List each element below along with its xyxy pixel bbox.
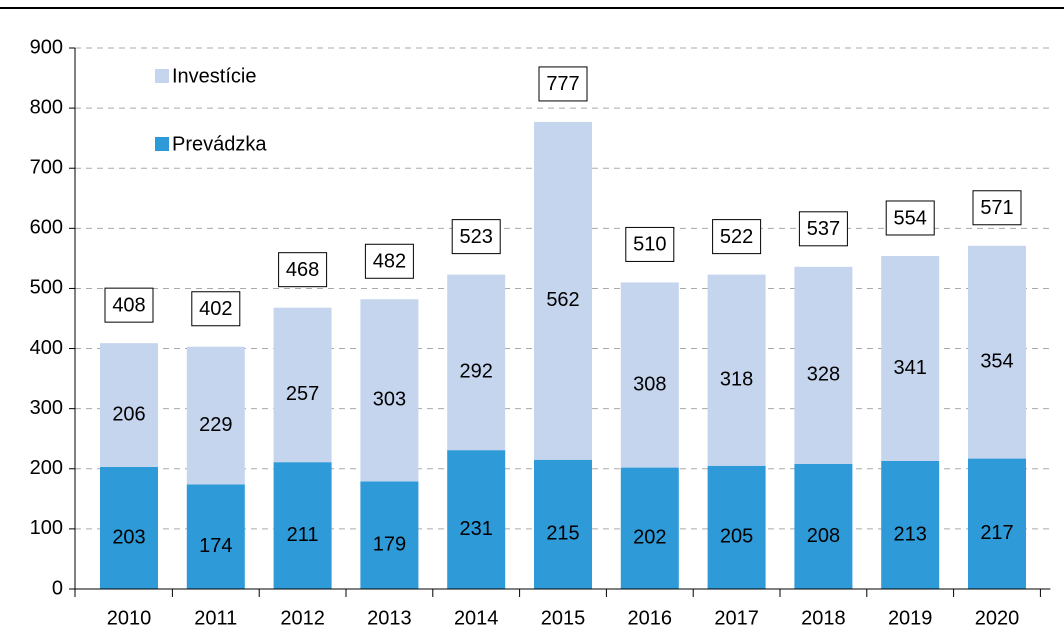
total-box: [625, 226, 675, 262]
value-label: 205: [720, 526, 753, 548]
total-label: 571: [980, 197, 1013, 219]
x-tick-label: 2010: [107, 607, 152, 629]
value-label: 308: [633, 373, 666, 395]
total-box: [104, 287, 154, 323]
bar-segment: [360, 481, 419, 589]
total-label: 468: [286, 259, 319, 281]
bar-segment: [273, 462, 332, 589]
legend-swatch: [155, 69, 169, 83]
x-tick-label: 2013: [367, 607, 412, 629]
legend-label: Investície: [172, 65, 256, 87]
bar-segment: [447, 274, 506, 451]
y-tick-label: 500: [30, 277, 63, 299]
value-label: 174: [199, 535, 232, 557]
bar-segment: [707, 274, 766, 466]
bar-segment: [534, 121, 592, 460]
value-label: 292: [460, 361, 493, 383]
y-tick-label: 300: [30, 397, 63, 419]
value-label: 179: [373, 533, 406, 555]
value-label: 215: [546, 523, 579, 545]
value-label: 328: [807, 364, 840, 386]
value-label: 318: [720, 368, 753, 390]
total-label: 510: [633, 234, 666, 256]
y-tick-label: 0: [52, 577, 63, 599]
bar-segment: [447, 450, 506, 589]
bar-segment: [794, 463, 853, 589]
value-label: 562: [546, 289, 579, 311]
x-tick-label: 2020: [975, 607, 1020, 629]
bar-segment: [100, 466, 158, 589]
bar-segment: [794, 266, 853, 464]
y-tick-label: 700: [30, 157, 63, 179]
value-label: 203: [112, 526, 145, 548]
bar-segment: [273, 307, 332, 463]
total-box: [538, 66, 588, 102]
x-tick-label: 2014: [454, 607, 499, 629]
value-label: 213: [894, 523, 927, 545]
x-tick-label: 2015: [541, 607, 586, 629]
bar-segment: [881, 255, 940, 461]
value-label: 206: [112, 403, 145, 425]
bar-segment: [968, 458, 1026, 589]
value-label: 341: [894, 357, 927, 379]
legend-label: Prevádzka: [172, 133, 267, 155]
value-label: 211: [287, 524, 319, 546]
total-box: [451, 219, 501, 255]
bar-segment: [360, 299, 419, 482]
total-box: [798, 211, 848, 247]
bar-segment: [968, 245, 1026, 459]
x-tick-label: 2012: [280, 607, 325, 629]
y-tick-label: 800: [30, 96, 63, 118]
x-tick-label: 2017: [714, 607, 759, 629]
x-tick-label: 2011: [194, 607, 237, 629]
bar-segment: [881, 460, 940, 589]
total-label: 522: [720, 226, 753, 248]
value-label: 208: [807, 525, 840, 547]
bar-segment: [186, 346, 245, 485]
bar-segment: [100, 343, 158, 467]
bar-segment: [707, 465, 766, 589]
total-label: 537: [807, 218, 840, 240]
total-label: 482: [373, 251, 406, 273]
y-tick-label: 400: [30, 337, 63, 359]
legend-swatch: [155, 137, 169, 151]
total-box: [712, 219, 762, 255]
total-box: [972, 190, 1022, 226]
total-label: 777: [546, 73, 579, 95]
y-tick-label: 100: [30, 517, 63, 539]
total-box: [278, 252, 328, 288]
x-tick-label: 2018: [801, 607, 846, 629]
bar-segment: [186, 484, 245, 589]
total-label: 408: [112, 294, 145, 316]
total-label: 523: [460, 226, 493, 248]
value-label: 217: [980, 522, 1013, 544]
value-label: 231: [460, 518, 493, 540]
value-label: 202: [633, 527, 666, 549]
y-tick-label: 900: [30, 36, 63, 58]
value-label: 229: [199, 414, 232, 436]
total-label: 554: [894, 207, 927, 229]
total-box: [191, 291, 241, 327]
y-tick-label: 200: [30, 457, 63, 479]
total-box: [364, 243, 414, 279]
value-label: 303: [373, 389, 406, 411]
value-label: 257: [286, 383, 319, 405]
total-label: 402: [199, 298, 232, 320]
bar-segment: [534, 459, 592, 589]
bar-segment: [620, 467, 679, 589]
y-tick-label: 600: [30, 217, 63, 239]
x-tick-label: 2016: [628, 607, 673, 629]
x-tick-label: 2019: [888, 607, 933, 629]
value-label: 354: [980, 350, 1013, 372]
bar-segment: [620, 282, 679, 468]
total-box: [885, 200, 935, 236]
